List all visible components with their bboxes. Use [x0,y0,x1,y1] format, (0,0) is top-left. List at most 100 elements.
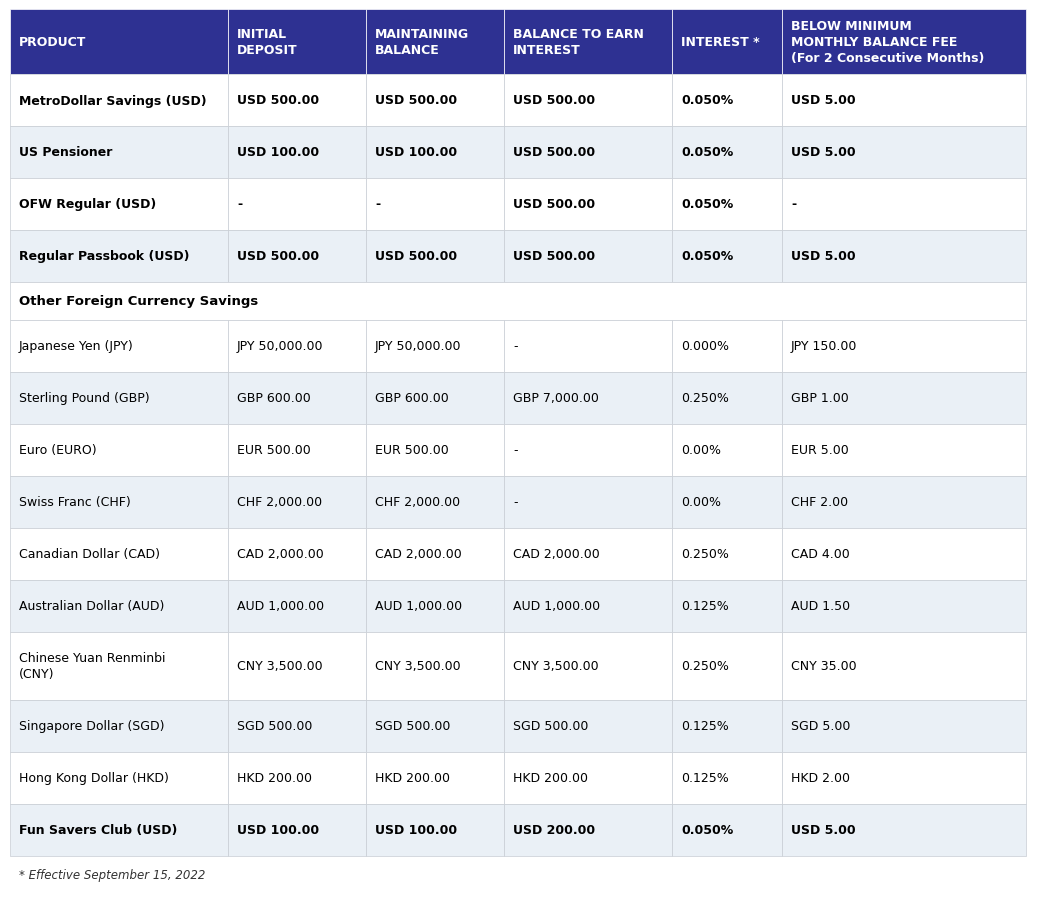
Bar [366,231,504,282]
Text: 0.250%: 0.250% [681,392,729,405]
Bar [228,580,366,632]
Text: USD 500.00: USD 500.00 [513,198,595,211]
Text: -: - [376,198,380,211]
Bar [228,127,366,179]
Text: EUR 500.00: EUR 500.00 [376,444,449,457]
Text: * Effective September 15, 2022: * Effective September 15, 2022 [19,868,205,881]
Text: Swiss Franc (CHF): Swiss Franc (CHF) [19,496,131,509]
Bar [782,580,1026,632]
Bar [10,10,228,75]
Text: 0.000%: 0.000% [681,340,729,353]
Text: CNY 3,500.00: CNY 3,500.00 [376,659,460,673]
Text: INITIAL
DEPOSIT: INITIAL DEPOSIT [237,28,298,57]
Text: CAD 2,000.00: CAD 2,000.00 [237,548,324,561]
Bar [366,75,504,127]
Bar [504,127,672,179]
Text: USD 100.00: USD 100.00 [376,824,457,836]
Bar [228,75,366,127]
Bar [782,10,1026,75]
Bar [782,373,1026,425]
Bar [228,320,366,373]
Bar [782,179,1026,231]
Bar [228,529,366,580]
Bar [672,804,782,856]
Bar [228,10,366,75]
Text: 0.125%: 0.125% [681,720,729,732]
Text: CAD 4.00: CAD 4.00 [791,548,849,561]
Bar [366,179,504,231]
Text: USD 100.00: USD 100.00 [237,824,319,836]
Bar [672,752,782,804]
Bar [672,425,782,476]
Text: BELOW MINIMUM
MONTHLY BALANCE FEE
(For 2 Consecutive Months): BELOW MINIMUM MONTHLY BALANCE FEE (For 2… [791,20,984,65]
Text: Australian Dollar (AUD): Australian Dollar (AUD) [19,600,164,612]
Bar [10,476,228,529]
Text: 0.125%: 0.125% [681,600,729,612]
Bar [366,320,504,373]
Bar [782,632,1026,700]
Text: USD 100.00: USD 100.00 [376,146,457,160]
Text: 0.250%: 0.250% [681,659,729,673]
Text: 0.050%: 0.050% [681,824,733,836]
Bar [504,320,672,373]
Text: SGD 5.00: SGD 5.00 [791,720,850,732]
Text: 0.050%: 0.050% [681,146,733,160]
Text: AUD 1,000.00: AUD 1,000.00 [237,600,324,612]
Bar [672,10,782,75]
Bar [10,804,228,856]
Text: Singapore Dollar (SGD): Singapore Dollar (SGD) [19,720,164,732]
Text: GBP 600.00: GBP 600.00 [376,392,449,405]
Text: BALANCE TO EARN
INTEREST: BALANCE TO EARN INTEREST [513,28,644,57]
Bar [782,476,1026,529]
Text: USD 500.00: USD 500.00 [376,250,457,263]
Bar [10,529,228,580]
Text: JPY 50,000.00: JPY 50,000.00 [237,340,323,353]
Bar [672,75,782,127]
Bar [504,580,672,632]
Bar [228,476,366,529]
Text: PRODUCT: PRODUCT [19,36,87,49]
Bar [504,529,672,580]
Bar [782,75,1026,127]
Bar [228,231,366,282]
Text: 0.125%: 0.125% [681,771,729,785]
Text: 0.250%: 0.250% [681,548,729,561]
Text: GBP 600.00: GBP 600.00 [237,392,311,405]
Bar [782,700,1026,752]
Text: HKD 200.00: HKD 200.00 [513,771,588,785]
Text: OFW Regular (USD): OFW Regular (USD) [19,198,156,211]
Text: HKD 200.00: HKD 200.00 [376,771,450,785]
Text: 0.050%: 0.050% [681,198,733,211]
Bar [672,476,782,529]
Text: JPY 50,000.00: JPY 50,000.00 [376,340,461,353]
Text: Euro (EURO): Euro (EURO) [19,444,96,457]
Bar [366,373,504,425]
Bar [366,529,504,580]
Bar [672,179,782,231]
Text: Regular Passbook (USD): Regular Passbook (USD) [19,250,189,263]
Bar [504,179,672,231]
Bar [228,700,366,752]
Bar [10,580,228,632]
Text: AUD 1,000.00: AUD 1,000.00 [376,600,462,612]
Bar [672,231,782,282]
Bar [782,127,1026,179]
Bar [672,529,782,580]
Bar [10,75,228,127]
Text: SGD 500.00: SGD 500.00 [513,720,588,732]
Text: USD 5.00: USD 5.00 [791,250,856,263]
Text: CHF 2,000.00: CHF 2,000.00 [376,496,460,509]
Text: MAINTAINING
BALANCE: MAINTAINING BALANCE [376,28,469,57]
Bar [782,752,1026,804]
Text: INTEREST *: INTEREST * [681,36,759,49]
Text: Chinese Yuan Renminbi
(CNY): Chinese Yuan Renminbi (CNY) [19,652,165,681]
Text: CHF 2,000.00: CHF 2,000.00 [237,496,322,509]
Text: USD 500.00: USD 500.00 [513,146,595,160]
Text: USD 500.00: USD 500.00 [237,250,319,263]
Bar [504,752,672,804]
Bar [366,425,504,476]
Bar [10,700,228,752]
Bar [366,476,504,529]
Text: SGD 500.00: SGD 500.00 [237,720,313,732]
Text: Hong Kong Dollar (HKD): Hong Kong Dollar (HKD) [19,771,168,785]
